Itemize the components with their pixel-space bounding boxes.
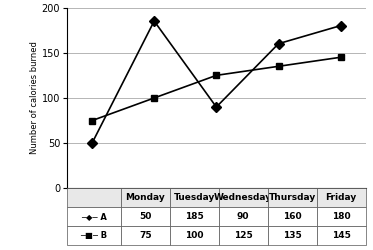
B	[338, 56, 343, 59]
A	[152, 20, 156, 22]
A	[214, 106, 219, 108]
Y-axis label: Number of calories burned: Number of calories burned	[30, 42, 39, 154]
B	[90, 119, 94, 122]
A	[90, 142, 94, 145]
A	[276, 42, 281, 45]
A	[338, 24, 343, 27]
B	[276, 65, 281, 68]
Line: A: A	[88, 18, 344, 147]
Line: B: B	[88, 54, 344, 124]
B	[152, 96, 156, 100]
B	[214, 74, 219, 77]
